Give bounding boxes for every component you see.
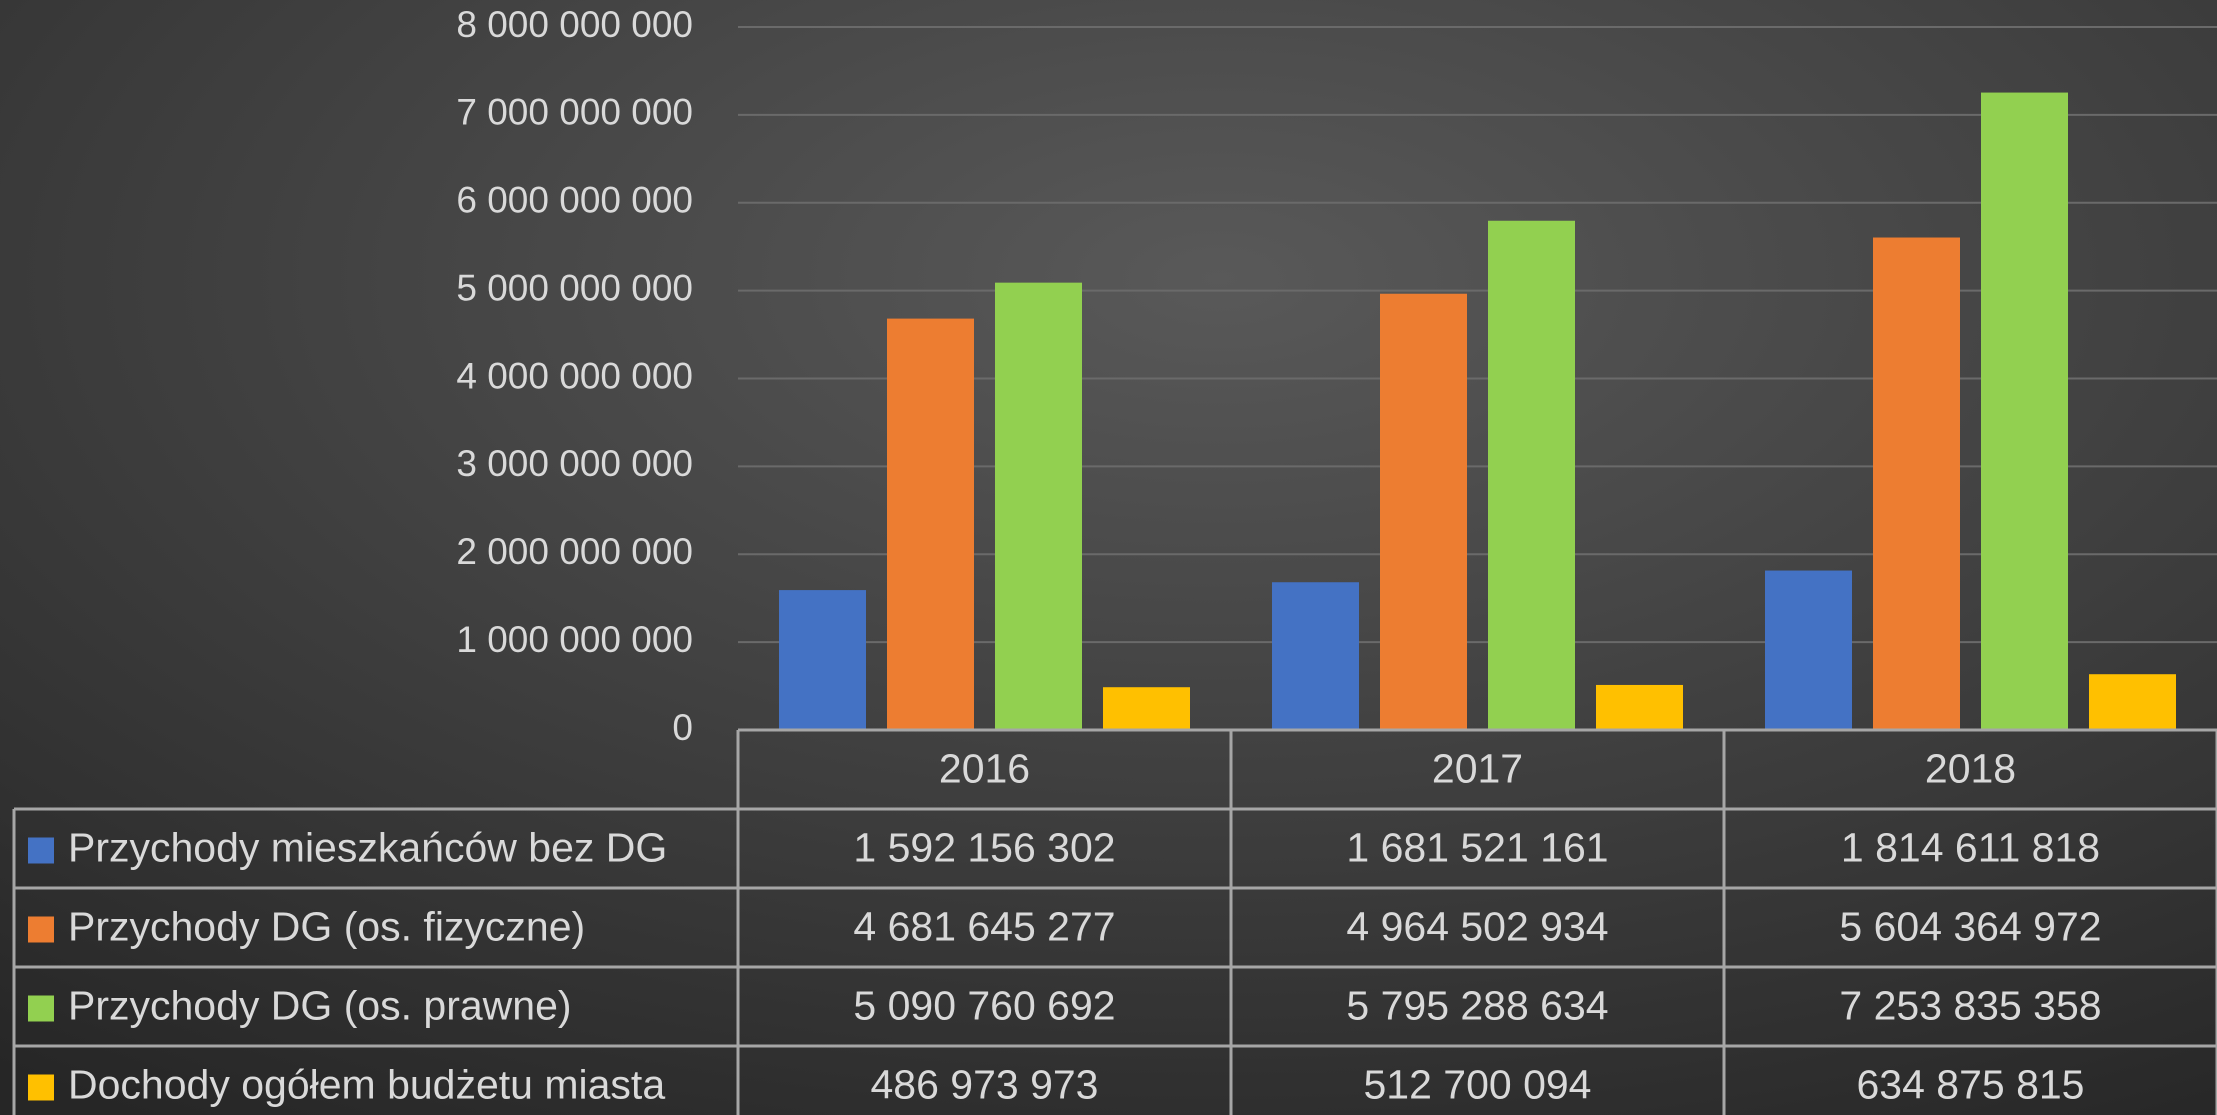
x-tick-label: 2016: [939, 745, 1030, 791]
legend-swatch: [28, 837, 54, 864]
table-value: 1 681 521 161: [1346, 824, 1608, 870]
bar: [1873, 237, 1960, 731]
bar: [887, 318, 974, 730]
table-value: 1 592 156 302: [853, 824, 1115, 870]
bar: [1272, 582, 1359, 730]
y-tick-label: 8 000 000 000: [456, 4, 693, 45]
table-value: 5 604 364 972: [1839, 903, 2101, 949]
y-tick-label: 0: [672, 707, 693, 748]
y-tick-label: 7 000 000 000: [456, 92, 693, 133]
bar: [1380, 293, 1467, 730]
y-tick-label: 4 000 000 000: [456, 355, 693, 396]
legend-label: Przychody mieszkańców bez DG: [68, 824, 667, 870]
y-tick-label: 1 000 000 000: [456, 619, 693, 660]
table-value: 5 795 288 634: [1346, 982, 1608, 1028]
legend-label: Dochody ogółem budżetu miasta: [68, 1061, 665, 1107]
legend-swatch: [28, 916, 54, 943]
x-tick-label: 2018: [1925, 745, 2016, 791]
table-value: 634 875 815: [1856, 1061, 2084, 1107]
bar: [1981, 92, 2068, 731]
bar: [1488, 220, 1575, 730]
table-value: 4 964 502 934: [1346, 903, 1608, 949]
y-tick-label: 3 000 000 000: [456, 443, 693, 484]
legend-label: Przychody DG (os. prawne): [68, 982, 572, 1028]
bar: [1765, 570, 1852, 730]
y-tick-label: 5 000 000 000: [456, 267, 693, 308]
legend-label: Przychody DG (os. fizyczne): [68, 903, 585, 949]
legend-swatch: [28, 1074, 54, 1101]
x-tick-label: 2017: [1432, 745, 1523, 791]
bar: [2089, 674, 2176, 730]
bar: [995, 282, 1082, 730]
table-value: 1 814 611 818: [1841, 824, 2100, 870]
table-value: 7 253 835 358: [1839, 982, 2101, 1028]
table-value: 4 681 645 277: [853, 903, 1115, 949]
y-tick-label: 6 000 000 000: [456, 180, 693, 221]
y-tick-label: 2 000 000 000: [456, 531, 693, 572]
table-value: 486 973 973: [870, 1061, 1098, 1107]
bar: [1596, 684, 1683, 730]
bar: [1103, 687, 1190, 730]
legend-swatch: [28, 995, 54, 1022]
table-value: 512 700 094: [1363, 1061, 1591, 1107]
table-value: 5 090 760 692: [853, 982, 1115, 1028]
bar: [779, 590, 866, 730]
